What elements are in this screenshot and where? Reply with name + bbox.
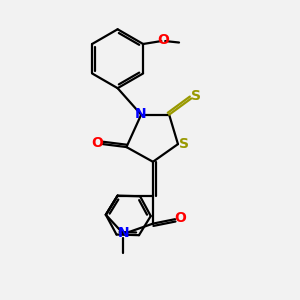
Text: S: S [190, 89, 201, 103]
Text: N: N [118, 226, 129, 240]
Text: S: S [179, 137, 190, 151]
Text: N: N [135, 107, 146, 121]
Text: O: O [92, 136, 103, 150]
Text: O: O [158, 33, 169, 47]
Text: O: O [174, 211, 186, 225]
